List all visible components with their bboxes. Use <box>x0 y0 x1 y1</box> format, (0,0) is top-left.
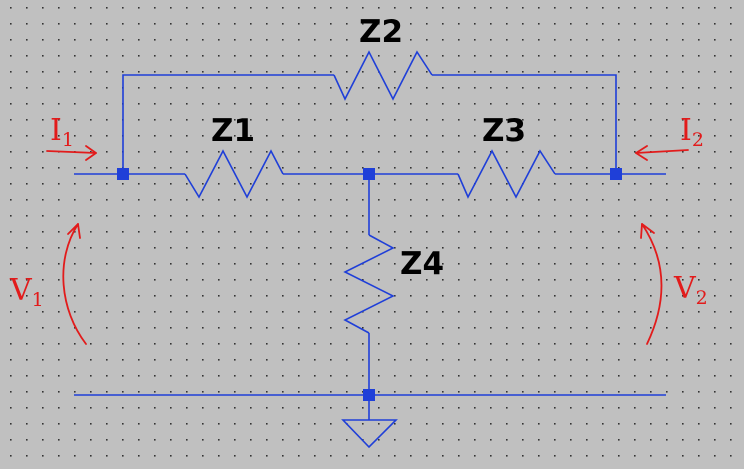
v2-label: V2 <box>673 271 708 309</box>
annotation-v1: V1 <box>9 223 87 345</box>
z2-bridge <box>122 74 617 174</box>
wire-left-bridge <box>122 74 334 174</box>
resistor-z4 <box>343 234 395 334</box>
i1-label: I1 <box>50 113 74 151</box>
label-z2: Z2 <box>359 14 403 50</box>
v2-arrow <box>641 223 663 345</box>
v1-arrow-head <box>67 223 81 239</box>
i2-label: I2 <box>680 113 704 151</box>
junction-input <box>117 168 129 180</box>
junction-center <box>363 168 375 180</box>
resistor-z3 <box>457 149 556 199</box>
resistor-z1 <box>184 149 284 199</box>
v1-arrow <box>62 223 87 345</box>
v2-arrow-head <box>640 223 655 239</box>
label-z3: Z3 <box>482 113 526 149</box>
wire-right-bridge <box>432 74 617 174</box>
resistor-z2 <box>333 50 433 101</box>
label-z1: Z1 <box>211 113 255 149</box>
i1-arrow-head <box>85 145 97 161</box>
junction-output <box>610 168 622 180</box>
label-z4: Z4 <box>400 246 444 282</box>
i2-arrow-head <box>635 145 648 161</box>
annotation-i2: I2 <box>635 113 704 161</box>
annotation-v2: V2 <box>640 223 708 345</box>
junction-ground <box>363 389 375 401</box>
v1-label: V1 <box>9 273 44 311</box>
i2-arrow <box>635 149 689 154</box>
i1-arrow <box>46 150 97 154</box>
annotation-i1: I1 <box>46 113 97 161</box>
ground-symbol <box>341 419 398 449</box>
